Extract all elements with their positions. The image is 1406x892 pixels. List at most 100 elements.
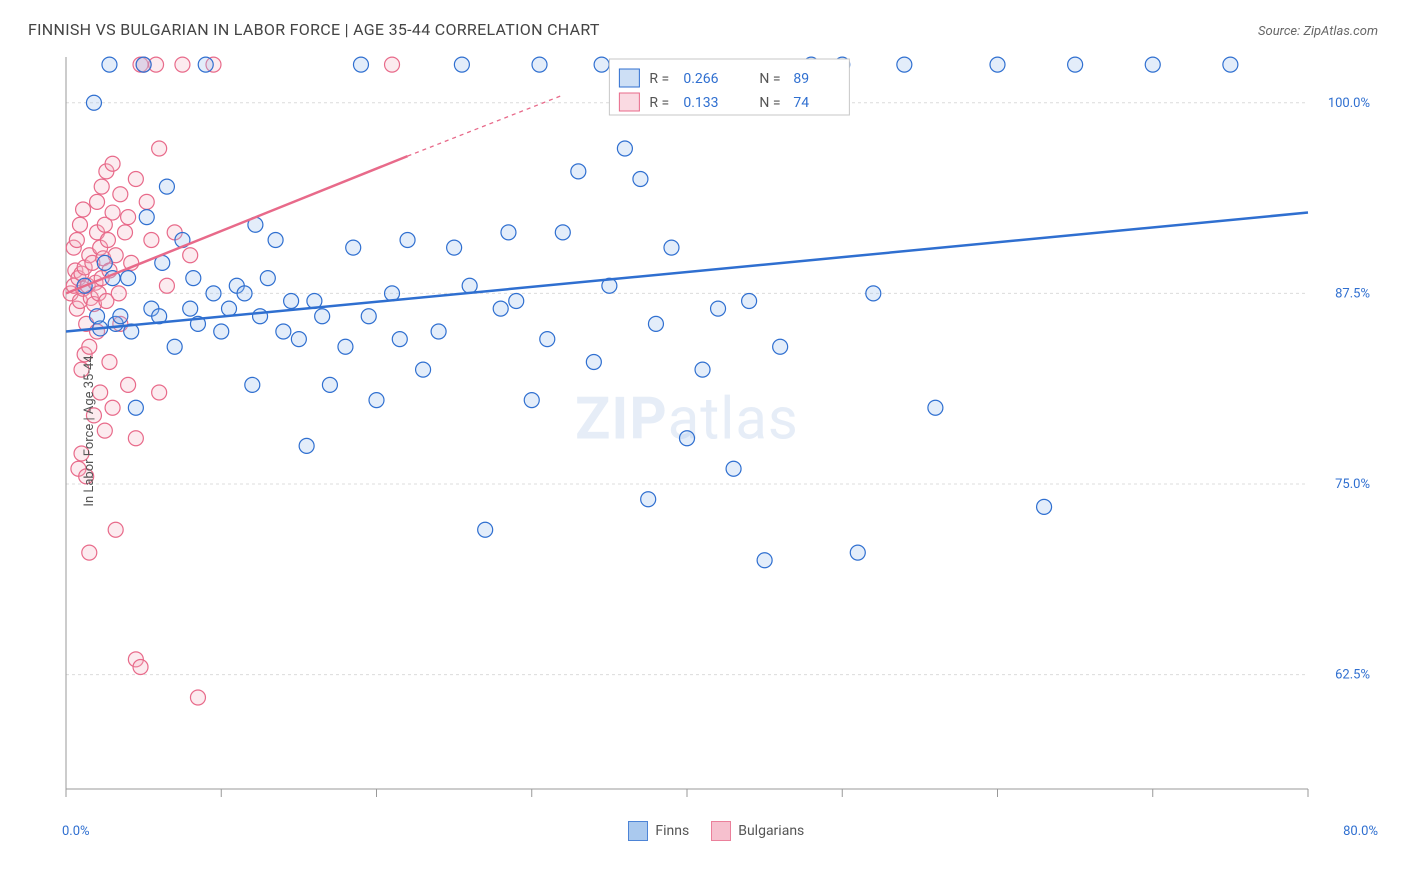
point-finn [897, 57, 912, 72]
point-finn [431, 324, 446, 339]
point-bulgarian [385, 57, 400, 72]
y-tick-label: 75.0% [1335, 477, 1370, 492]
point-bulgarian [69, 233, 84, 248]
point-finn [245, 377, 260, 392]
legend-item-finns[interactable]: Finns [628, 821, 689, 841]
point-bulgarian [76, 202, 91, 217]
point-bulgarian [128, 431, 143, 446]
point-finn [260, 271, 275, 286]
point-bulgarian [144, 233, 159, 248]
point-finn [121, 271, 136, 286]
scatter-plot: ZIPatlas62.5%75.0%87.5%100.0%R =0.266N =… [62, 51, 1378, 811]
point-finn [1145, 57, 1160, 72]
stats-r-label: R = [649, 95, 669, 111]
point-finn [1037, 499, 1052, 514]
point-finn [338, 339, 353, 354]
point-finn [454, 57, 469, 72]
point-finn [493, 301, 508, 316]
legend-item-bulgarians[interactable]: Bulgarians [711, 821, 804, 841]
point-finn [253, 309, 268, 324]
legend: Finns Bulgarians [628, 821, 804, 841]
point-finn [167, 339, 182, 354]
trendline-bulgarians [66, 156, 408, 293]
source-name: ZipAtlas.com [1303, 24, 1378, 39]
point-finn [299, 438, 314, 453]
y-tick-label: 62.5% [1335, 668, 1370, 683]
point-finn [447, 240, 462, 255]
point-finn [1068, 57, 1083, 72]
chart-header: FINNISH VS BULGARIAN IN LABOR FORCE | AG… [0, 0, 1406, 47]
point-finn [102, 57, 117, 72]
point-finn [186, 271, 201, 286]
point-finn [641, 492, 656, 507]
y-tick-label: 100.0% [1328, 96, 1370, 111]
point-finn [773, 339, 788, 354]
point-finn [648, 316, 663, 331]
point-bulgarian [113, 187, 128, 202]
point-bulgarian [97, 423, 112, 438]
stats-n-label: N = [759, 71, 780, 87]
stats-n-value: 74 [793, 95, 809, 111]
stats-r-value: 0.266 [683, 71, 718, 87]
point-finn [346, 240, 361, 255]
point-finn [478, 522, 493, 537]
point-bulgarian [105, 205, 120, 220]
point-bulgarian [139, 194, 154, 209]
point-bulgarian [128, 172, 143, 187]
point-finn [315, 309, 330, 324]
y-tick-label: 87.5% [1335, 286, 1370, 301]
legend-label: Finns [655, 823, 689, 839]
point-bulgarian [152, 385, 167, 400]
point-finn [1223, 57, 1238, 72]
point-finn [757, 553, 772, 568]
trendline-bulgarians-extrapolated [408, 95, 563, 156]
point-finn [990, 57, 1005, 72]
point-finn [928, 400, 943, 415]
point-finn [128, 400, 143, 415]
point-finn [664, 240, 679, 255]
point-finn [237, 286, 252, 301]
point-finn [198, 57, 213, 72]
source-credit: Source: ZipAtlas.com [1258, 24, 1378, 39]
point-finn [462, 278, 477, 293]
source-prefix: Source: [1258, 24, 1303, 39]
point-finn [353, 57, 368, 72]
point-bulgarian [111, 286, 126, 301]
point-bulgarian [121, 210, 136, 225]
x-axis-max-label: 80.0% [1343, 824, 1378, 839]
point-finn [276, 324, 291, 339]
stats-r-value: 0.133 [683, 95, 718, 111]
point-finn [284, 294, 299, 309]
chart-title: FINNISH VS BULGARIAN IN LABOR FORCE | AG… [28, 20, 600, 39]
point-finn [555, 225, 570, 240]
point-finn [361, 309, 376, 324]
stats-box [609, 59, 849, 115]
legend-label: Bulgarians [738, 823, 804, 839]
stats-r-label: R = [649, 71, 669, 87]
point-finn [206, 286, 221, 301]
point-finn [97, 255, 112, 270]
stats-swatch [619, 93, 639, 111]
point-finn [594, 57, 609, 72]
point-finn [540, 332, 555, 347]
point-finn [742, 294, 757, 309]
point-finn [86, 95, 101, 110]
point-finn [633, 172, 648, 187]
point-bulgarian [159, 278, 174, 293]
legend-row: 0.0% FinnsBulgarians 80.0% [62, 811, 1378, 851]
point-finn [850, 545, 865, 560]
stats-swatch [619, 69, 639, 87]
point-bulgarian [152, 141, 167, 156]
point-finn [509, 294, 524, 309]
point-bulgarian [105, 400, 120, 415]
point-finn [501, 225, 516, 240]
point-finn [695, 362, 710, 377]
point-bulgarian [108, 522, 123, 537]
point-bulgarian [82, 545, 97, 560]
point-finn [222, 301, 237, 316]
point-finn [291, 332, 306, 347]
point-finn [571, 164, 586, 179]
point-finn [183, 301, 198, 316]
point-finn [159, 179, 174, 194]
point-finn [392, 332, 407, 347]
